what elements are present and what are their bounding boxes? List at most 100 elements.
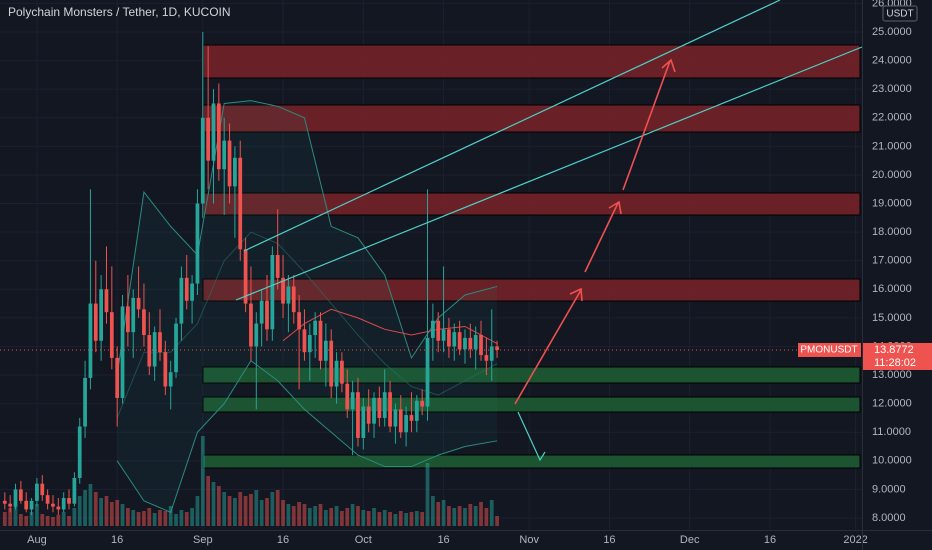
trend-lines [235, 0, 863, 462]
y-tick-label: 17.0000 [872, 255, 912, 267]
volume-bar [40, 514, 45, 526]
volume-bar [174, 514, 178, 526]
candle-body [473, 335, 478, 350]
volume-bar [83, 490, 87, 526]
axis-border [862, 0, 863, 550]
x-tick-label: 16 [111, 534, 123, 546]
candle-body [200, 117, 205, 204]
candle-body [404, 415, 408, 433]
y-tick-label: 23.0000 [872, 83, 912, 95]
candle-body [398, 409, 403, 433]
volume-bar [431, 496, 435, 526]
symbol-label: PMONUSDT [800, 345, 857, 356]
volume-bar [468, 504, 473, 526]
volume-bar [233, 498, 237, 526]
candle-body [77, 426, 82, 478]
candle-body [420, 400, 425, 407]
candle-body [179, 277, 184, 324]
candle-body [18, 489, 23, 501]
candle-body [356, 392, 360, 438]
candle-body [275, 254, 280, 278]
candle-body [163, 352, 168, 387]
volume-bar [414, 511, 419, 526]
x-tick-label: 16 [764, 534, 776, 546]
volume-bar [441, 500, 446, 526]
candle-body [270, 254, 275, 330]
y-tick-label: 13.0000 [872, 369, 912, 381]
volume-bar [126, 508, 130, 526]
y-tick-label: 12.0000 [872, 398, 912, 410]
resistance-zone [202, 104, 861, 133]
volume-bar [72, 508, 77, 526]
volume-bar [484, 508, 489, 526]
candle-body [302, 329, 307, 353]
candle-body [468, 337, 473, 350]
x-tick-label: Sep [193, 534, 213, 546]
candle-body [72, 477, 77, 504]
volume-bar [473, 506, 478, 526]
candle-body [61, 497, 66, 510]
candle-body [222, 140, 227, 170]
volume-bar [350, 504, 355, 526]
arrow-head [608, 200, 622, 215]
volume-bar [372, 508, 376, 526]
candle-body [457, 332, 462, 350]
volume-bar [120, 504, 125, 526]
volume-bar [29, 512, 34, 526]
volume-bar [2, 512, 7, 526]
candles [2, 32, 499, 516]
volume-bar [8, 508, 13, 526]
volume-bar [307, 508, 312, 526]
candle-body [51, 503, 55, 507]
candle-body [227, 140, 232, 187]
volume-bar [463, 508, 467, 526]
support-zone [202, 454, 861, 469]
volume-bar [152, 513, 157, 526]
candle-body [307, 335, 312, 353]
volume-bar [447, 506, 451, 526]
volume-bar [345, 508, 350, 526]
volume-bar [56, 515, 61, 526]
candle-body [35, 483, 39, 501]
y-tick-label: 16.0000 [872, 283, 912, 295]
candle-body [441, 329, 446, 341]
projection-line [517, 411, 546, 462]
volume-bar [168, 506, 173, 526]
candle-body [281, 277, 285, 304]
x-tick-label: 2022 [843, 534, 867, 546]
volume-bar [361, 510, 366, 526]
candle-body [249, 303, 253, 347]
candle-body [484, 355, 489, 361]
volume-bar [259, 500, 264, 526]
volume-bar [377, 512, 382, 526]
candle-body [259, 300, 264, 324]
candle-body [318, 320, 323, 361]
candle-body [291, 286, 296, 313]
candle-body [168, 372, 173, 387]
last-price-label: 13.8772 [874, 344, 914, 356]
candle-body [131, 297, 136, 333]
currency: USDT [886, 9, 913, 20]
volume-bar [356, 506, 360, 526]
candle-body [142, 309, 146, 336]
volume-bar [404, 513, 408, 526]
candle-body [323, 340, 328, 361]
volume-bar [24, 516, 29, 526]
volume-bar [200, 436, 205, 526]
y-tick-label: 19.0000 [872, 197, 912, 209]
volume-bar [77, 496, 82, 526]
candle-body [238, 157, 243, 250]
candle-body [372, 397, 376, 424]
drawings [202, 44, 861, 469]
volume-bar [388, 512, 392, 526]
volume-bar [409, 512, 414, 526]
volume-bar [270, 492, 275, 526]
volume-bar [206, 476, 211, 526]
chart-title: Polychain Monsters / Tether, 1D, KUCOIN [8, 5, 231, 19]
volume-bar [136, 512, 141, 526]
candle-body [243, 249, 248, 304]
volume-bar [436, 502, 441, 526]
candle-body [109, 312, 114, 358]
price-box [863, 342, 932, 370]
